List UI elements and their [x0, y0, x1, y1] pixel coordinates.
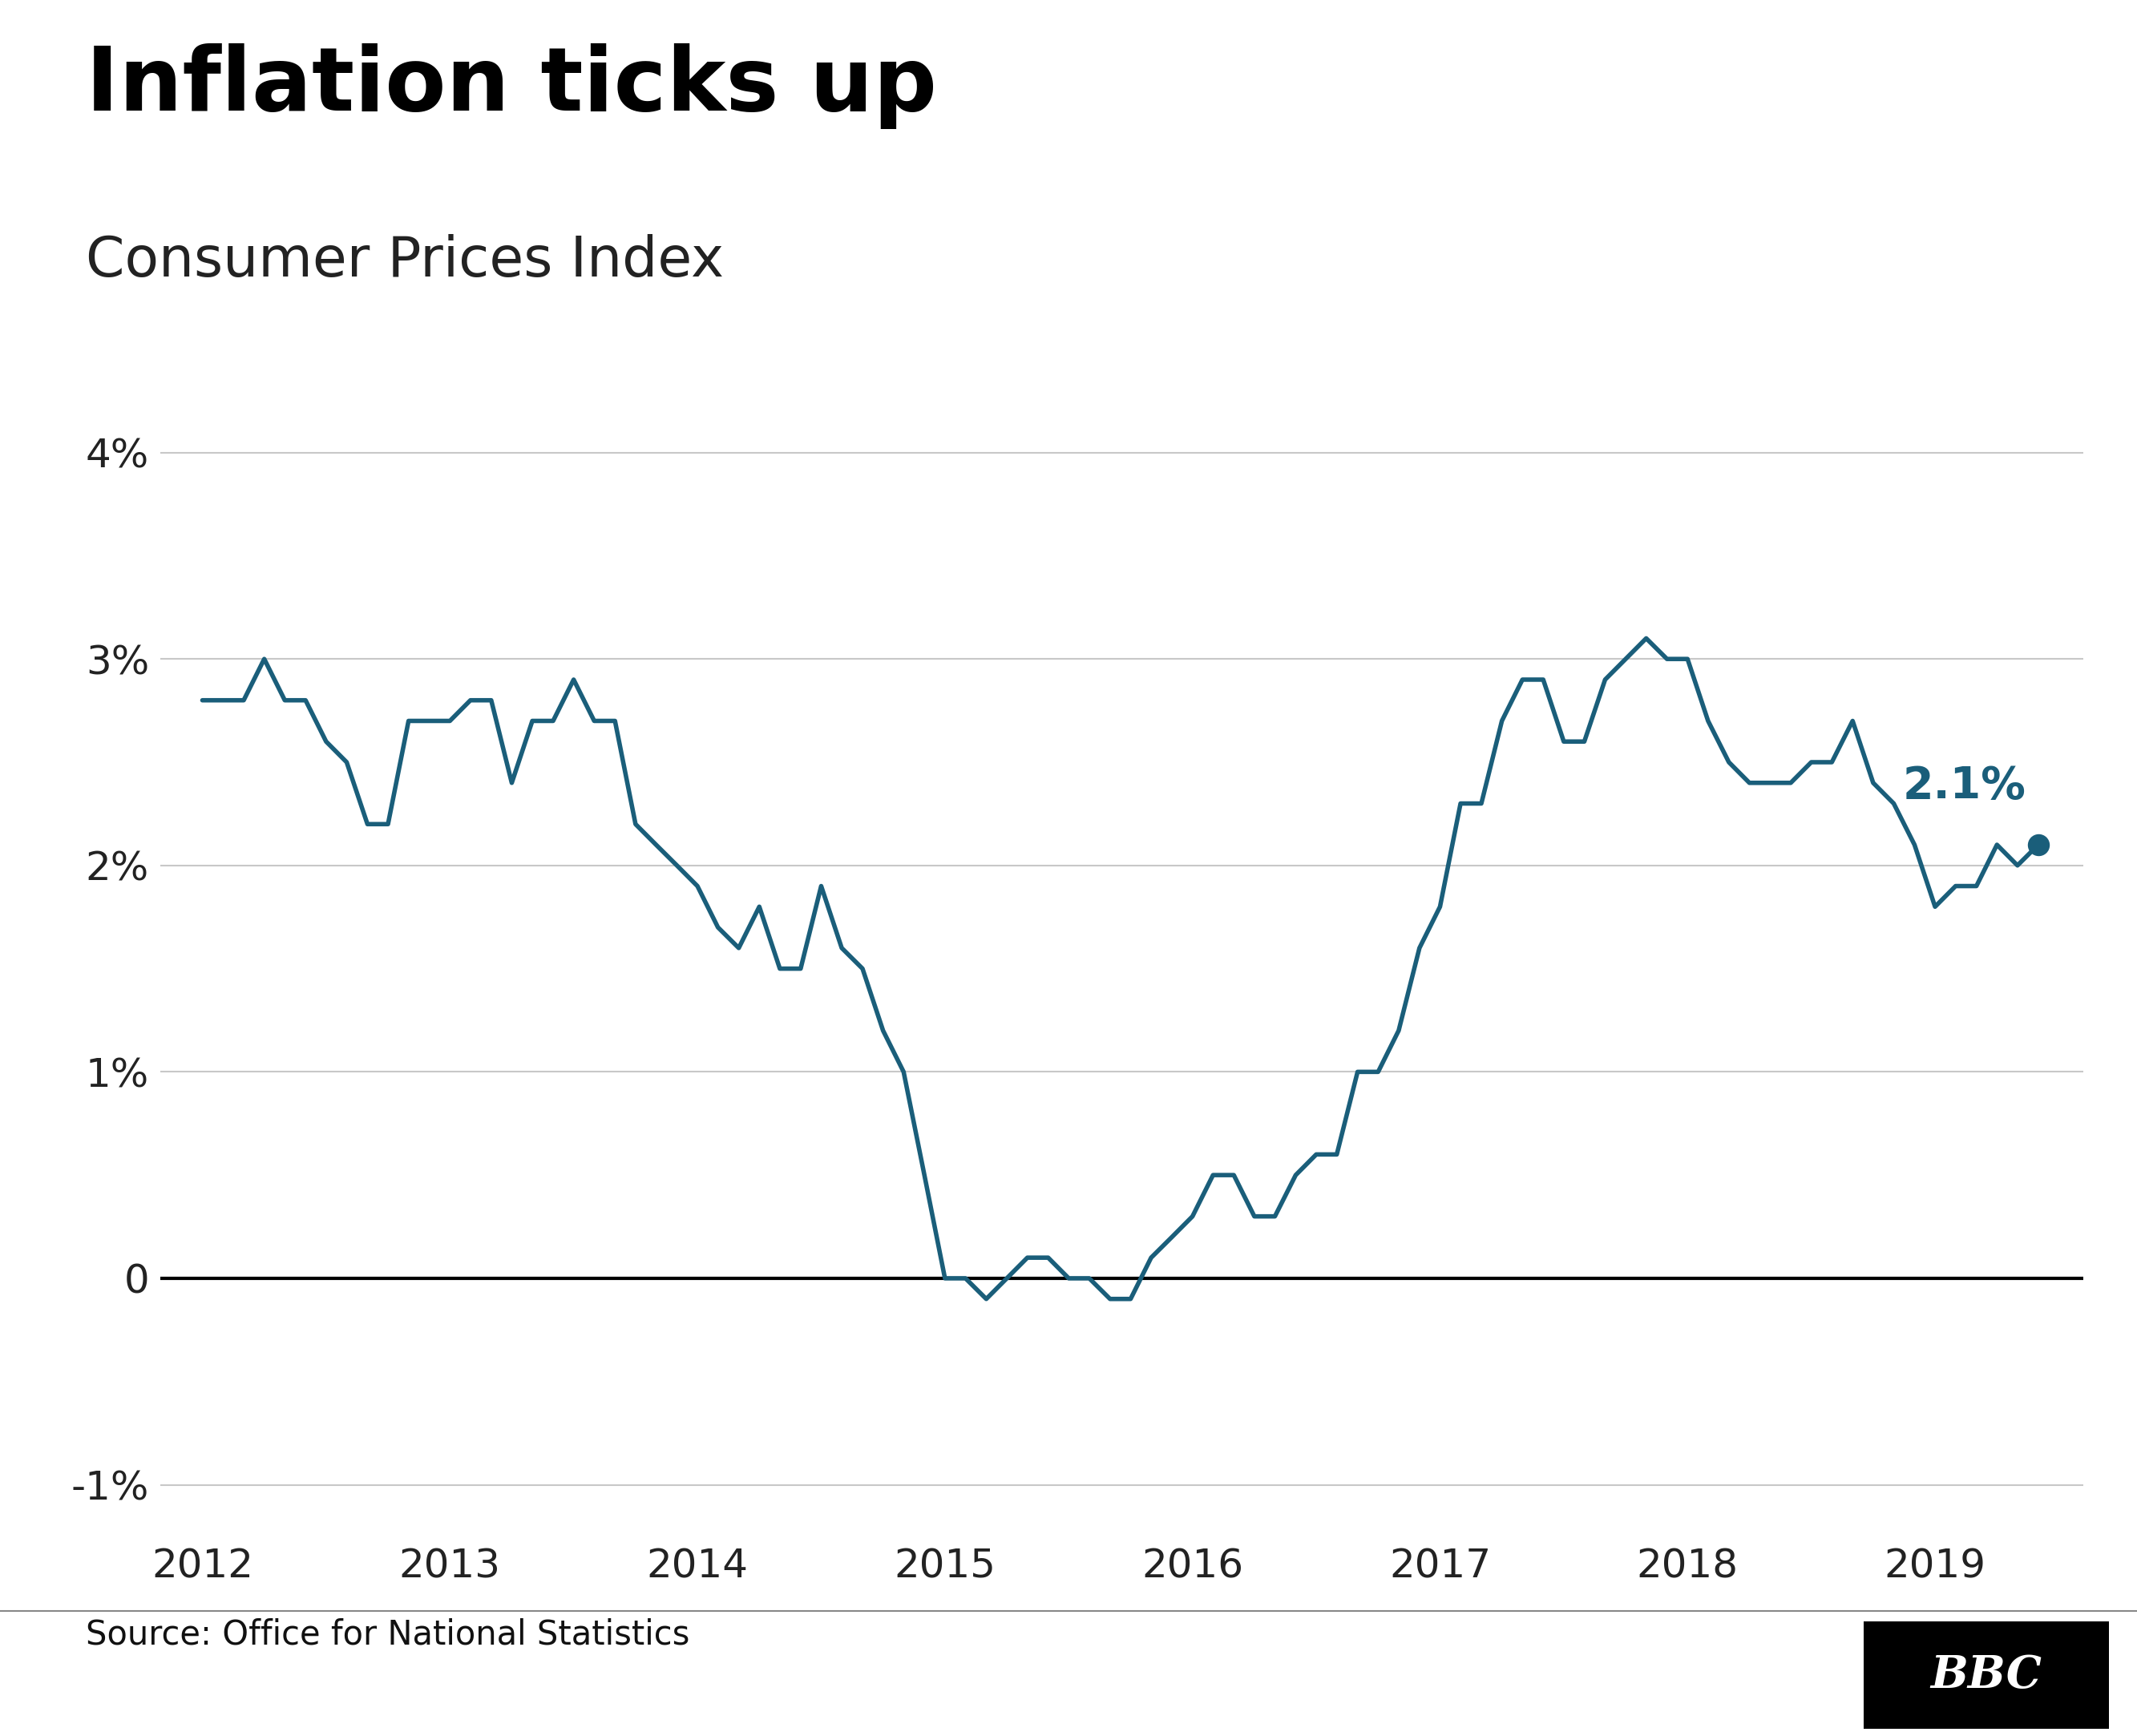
Text: BBC: BBC [1930, 1653, 2043, 1698]
Text: Source: Office for National Statistics: Source: Office for National Statistics [85, 1618, 690, 1651]
Text: Consumer Prices Index: Consumer Prices Index [85, 234, 724, 288]
Text: Inflation ticks up: Inflation ticks up [85, 43, 936, 128]
Point [2022, 832, 2056, 859]
Text: 2.1%: 2.1% [1902, 764, 2026, 807]
